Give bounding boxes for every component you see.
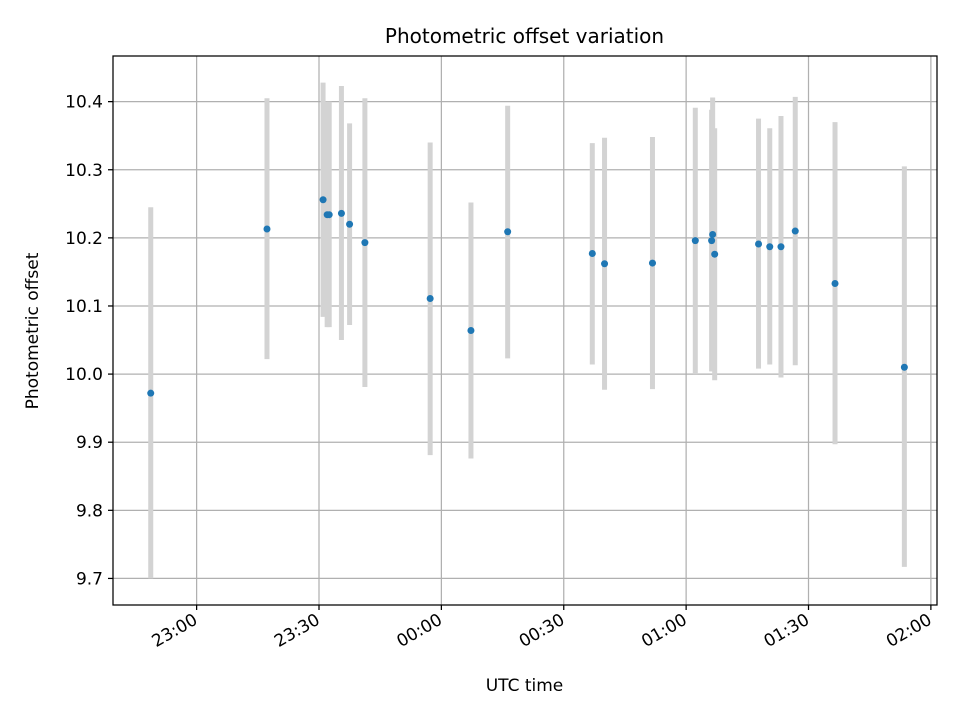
data-point bbox=[263, 225, 271, 233]
data-point bbox=[711, 250, 719, 258]
x-axis-label: UTC time bbox=[486, 676, 564, 696]
data-point bbox=[766, 243, 774, 251]
x-tick-label: 01:00 bbox=[638, 610, 690, 652]
x-tick-label: 23:00 bbox=[149, 610, 201, 652]
data-point bbox=[346, 220, 354, 228]
data-point bbox=[361, 239, 369, 247]
y-tick-label: 10.2 bbox=[65, 229, 103, 249]
y-tick-label: 9.9 bbox=[76, 433, 103, 453]
data-point bbox=[504, 228, 512, 236]
data-point bbox=[467, 327, 475, 334]
chart-title: Photometric offset variation bbox=[385, 24, 664, 48]
data-point bbox=[147, 389, 155, 397]
data-point bbox=[708, 237, 716, 245]
x-tick-label: 00:30 bbox=[516, 610, 568, 652]
data-point bbox=[337, 209, 345, 217]
data-point bbox=[831, 280, 839, 288]
data-point bbox=[588, 250, 596, 258]
data-point bbox=[791, 227, 799, 235]
x-axis: 23:00 23:30 00:00 00:30 01:00 01:30 02:00 bbox=[149, 605, 935, 652]
x-tick-label: 02:00 bbox=[883, 610, 935, 652]
plot-frame bbox=[112, 55, 938, 606]
y-tick-label: 10.0 bbox=[65, 365, 103, 385]
errorbars bbox=[148, 82, 907, 579]
x-tick-label: 00:00 bbox=[393, 610, 445, 652]
data-point bbox=[648, 259, 656, 267]
x-tick-label: 23:30 bbox=[271, 610, 323, 652]
data-point bbox=[755, 240, 763, 248]
y-axis: 9.7 9.8 9.9 10.0 10.1 10.2 10.3 10.4 bbox=[65, 93, 113, 589]
y-tick-label: 9.7 bbox=[76, 569, 103, 589]
grid bbox=[113, 56, 937, 605]
y-tick-label: 9.8 bbox=[76, 501, 103, 521]
data-point bbox=[691, 237, 699, 245]
data-point bbox=[601, 260, 609, 268]
data-point bbox=[319, 196, 327, 204]
data-point bbox=[325, 211, 333, 219]
data-points bbox=[147, 196, 908, 397]
data-point bbox=[426, 294, 434, 302]
y-tick-label: 10.3 bbox=[65, 161, 103, 181]
data-point bbox=[777, 243, 785, 251]
data-point bbox=[709, 230, 717, 238]
y-tick-label: 10.1 bbox=[65, 297, 103, 317]
y-tick-label: 10.4 bbox=[65, 93, 103, 113]
x-tick-label: 01:30 bbox=[761, 610, 813, 652]
y-axis-label: Photometric offset bbox=[23, 252, 43, 409]
data-point bbox=[900, 363, 908, 371]
